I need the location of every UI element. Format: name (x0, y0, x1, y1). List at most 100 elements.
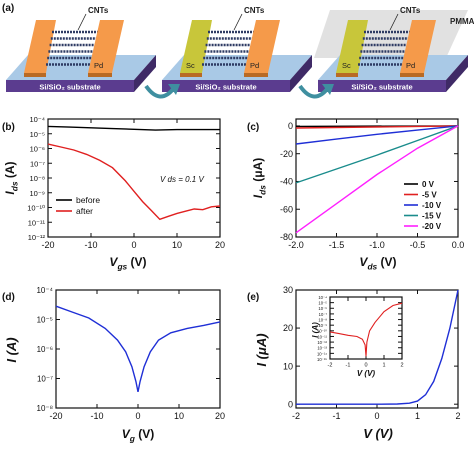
substrate-label: Si/SiO₂ substrate (39, 83, 100, 92)
contact-left (24, 20, 56, 73)
y-axis-label: I (A) (4, 337, 19, 362)
contact-label-pd: Pd (406, 61, 415, 70)
panel-label: (a) (2, 3, 14, 14)
x-tick-label: -2 (328, 363, 333, 369)
x-tick-label: 2 (400, 363, 403, 369)
y-tick-label: 10⁻⁷ (37, 375, 53, 384)
contact-label-pd: Pd (250, 61, 259, 70)
legend-label: after (76, 206, 93, 216)
x-tick-label: 2 (455, 411, 460, 421)
inset-background (312, 294, 408, 380)
y-tick-label: 10⁻¹² (28, 233, 46, 242)
series-line (295, 125, 459, 184)
process-arrow (298, 84, 330, 99)
arrow-head (322, 84, 334, 95)
x-tick-label: 10 (174, 411, 184, 421)
cnt-pointer (77, 13, 87, 31)
y-tick-label: 10⁻⁵ (37, 316, 53, 325)
x-tick-label: -20 (41, 240, 54, 250)
y-tick-label: 30 (283, 285, 293, 295)
panel-label: (c) (247, 122, 259, 133)
panel-a-schematic: (a) Si/SiO₂ substrate Pd CNTs Si/SiO₂ substr… (2, 3, 474, 99)
legend-label: -15 V (422, 212, 442, 221)
y-axis-label: I (μA) (254, 333, 269, 366)
substrate-label: Si/SiO₂ substrate (351, 83, 412, 92)
x-tick-label: 1 (415, 411, 420, 421)
y-tick-label: 10⁻⁵ (30, 130, 45, 139)
series-line (55, 305, 221, 392)
y-tick-label: 10⁻⁷ (30, 159, 45, 168)
substrate-label: Si/SiO₂ substrate (195, 83, 256, 92)
y-tick-label: 10⁻⁸ (37, 404, 54, 413)
panel-b-chart: (b) -20 -10 0 10 20 10⁻⁴ 10⁻⁵ 10⁻⁶ 10⁻⁷ 10⁻⁸ 10⁻⁹ 10… (2, 115, 225, 271)
y-tick-label: 10⁻⁶ (318, 306, 327, 311)
x-axis-label: V (V) (363, 426, 393, 441)
y-tick-label: 0 (288, 121, 293, 131)
x-tick-label: -2 (292, 411, 300, 421)
inset-x-axis-label: V (V) (357, 369, 376, 378)
series-line (295, 125, 459, 129)
y-tick-label: 10⁻¹² (317, 340, 327, 345)
y-tick-label: 10⁻⁴ (29, 115, 45, 124)
panel-label: (d) (2, 292, 15, 303)
y-tick-label: 10⁻¹¹ (317, 334, 327, 339)
x-tick-label: 0 (135, 411, 140, 421)
contact-right (88, 20, 124, 73)
cnt-pointer (389, 13, 399, 31)
x-tick-label: -1 (332, 411, 340, 421)
x-tick-label: -1.5 (329, 240, 345, 250)
vds-annotation: V ds = 0.1 V (160, 175, 204, 184)
substrate-front (162, 80, 290, 92)
x-tick-label: -2.0 (288, 240, 304, 250)
x-axis-label: Vg (V) (122, 427, 154, 444)
x-tick-label: 0 (364, 363, 367, 369)
y-tick-label: 10⁻⁴ (318, 295, 327, 300)
series-line (329, 302, 403, 357)
y-axis-label: Ids (A) (3, 161, 20, 194)
y-tick-label: 10⁻¹⁵ (317, 357, 327, 362)
x-tick-label: -1 (346, 363, 351, 369)
x-tick-label: -10 (84, 240, 97, 250)
y-tick-label: 10⁻⁷ (319, 312, 328, 317)
y-tick-label: 10⁻⁸ (318, 317, 327, 322)
y-tick-label: 10⁻¹⁴ (317, 351, 327, 356)
y-tick-label: 10⁻⁶ (37, 345, 53, 354)
panel-label: (e) (247, 292, 259, 303)
y-tick-label: 10⁻¹⁰ (317, 329, 327, 334)
contact-left-edge (336, 73, 358, 77)
substrate-side (134, 55, 156, 92)
panel-label: (b) (2, 122, 15, 133)
x-tick-label: 0 (131, 240, 136, 250)
cnt-label: CNTs (88, 6, 109, 15)
x-axis-label: Vgs (V) (109, 255, 146, 272)
x-tick-label: 20 (215, 240, 225, 250)
cnt-label: CNTs (244, 6, 265, 15)
x-tick-label: 0.0 (452, 240, 465, 250)
contact-left-edge (180, 73, 202, 77)
y-tick-label: 0 (288, 399, 293, 409)
substrate-side (446, 55, 468, 92)
panel-c-chart: (c) -2.0 -1.5 -1.0 -0.5 0.0 0 -20 -40 -60 -80 Ids (… (247, 118, 465, 272)
contact-right (244, 20, 280, 73)
substrate-front (318, 80, 446, 92)
y-tick-label: 10⁻⁹ (29, 189, 45, 198)
arrow-head (168, 84, 180, 95)
inset-y-axis-label: I (A) (311, 322, 320, 338)
y-tick-label: 10⁻⁵ (318, 301, 327, 306)
contact-right (400, 20, 436, 73)
series-line (47, 125, 220, 131)
contact-label-sc: Sc (342, 61, 351, 70)
y-tick-label: 10⁻¹³ (317, 346, 327, 351)
x-tick-label: -1.0 (369, 240, 385, 250)
legend-label: before (76, 195, 100, 205)
x-tick-label: -10 (90, 411, 103, 421)
y-tick-label: -80 (280, 232, 293, 242)
y-tick-label: 10⁻¹⁰ (27, 204, 45, 213)
y-tick-label: -60 (280, 204, 293, 214)
y-tick-label: -20 (280, 149, 293, 159)
x-tick-label: 1 (382, 363, 385, 369)
series-line (295, 125, 459, 145)
x-axis-label: Vds (V) (359, 255, 396, 272)
